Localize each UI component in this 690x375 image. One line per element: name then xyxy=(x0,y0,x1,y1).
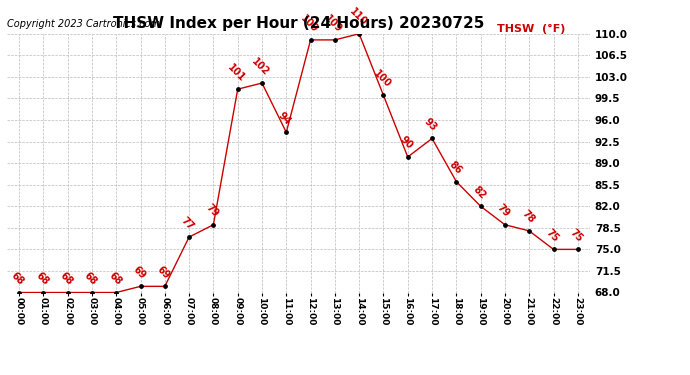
Text: THSW  (°F): THSW (°F) xyxy=(497,24,565,34)
Text: 86: 86 xyxy=(446,159,463,176)
Text: 93: 93 xyxy=(422,116,439,133)
Text: 75: 75 xyxy=(568,227,584,244)
Text: 109: 109 xyxy=(299,13,320,34)
Text: Copyright 2023 Cartronics.com: Copyright 2023 Cartronics.com xyxy=(7,19,160,28)
Text: 102: 102 xyxy=(250,56,271,78)
Point xyxy=(524,228,535,234)
Point xyxy=(257,80,268,86)
Text: 110: 110 xyxy=(347,7,368,28)
Title: THSW Index per Hour (24 Hours) 20230725: THSW Index per Hour (24 Hours) 20230725 xyxy=(112,16,484,31)
Text: 100: 100 xyxy=(371,68,393,90)
Point xyxy=(14,290,25,296)
Text: 69: 69 xyxy=(131,264,148,281)
Point xyxy=(38,290,49,296)
Text: 79: 79 xyxy=(495,202,512,219)
Text: 82: 82 xyxy=(471,184,488,201)
Text: 77: 77 xyxy=(179,215,196,231)
Point xyxy=(426,135,437,141)
Point xyxy=(232,86,243,92)
Point xyxy=(62,290,73,296)
Point xyxy=(208,222,219,228)
Point xyxy=(86,290,97,296)
Point xyxy=(184,234,195,240)
Point xyxy=(378,92,389,98)
Point xyxy=(500,222,511,228)
Text: 78: 78 xyxy=(520,209,536,225)
Point xyxy=(572,246,583,252)
Text: 109: 109 xyxy=(323,13,344,34)
Point xyxy=(281,129,292,135)
Text: 68: 68 xyxy=(82,270,99,287)
Text: 75: 75 xyxy=(544,227,560,244)
Text: 69: 69 xyxy=(155,264,172,281)
Point xyxy=(110,290,121,296)
Text: 94: 94 xyxy=(277,110,293,127)
Text: 79: 79 xyxy=(204,202,220,219)
Text: 68: 68 xyxy=(9,270,26,287)
Text: 68: 68 xyxy=(58,270,75,287)
Point xyxy=(451,178,462,184)
Text: 90: 90 xyxy=(398,135,415,152)
Point xyxy=(354,31,365,37)
Point xyxy=(548,246,559,252)
Point xyxy=(159,284,170,290)
Point xyxy=(329,37,340,43)
Point xyxy=(475,203,486,209)
Point xyxy=(305,37,316,43)
Text: 68: 68 xyxy=(106,270,124,287)
Point xyxy=(135,284,146,290)
Point xyxy=(402,154,413,160)
Text: 68: 68 xyxy=(34,270,50,287)
Text: 101: 101 xyxy=(226,62,247,84)
